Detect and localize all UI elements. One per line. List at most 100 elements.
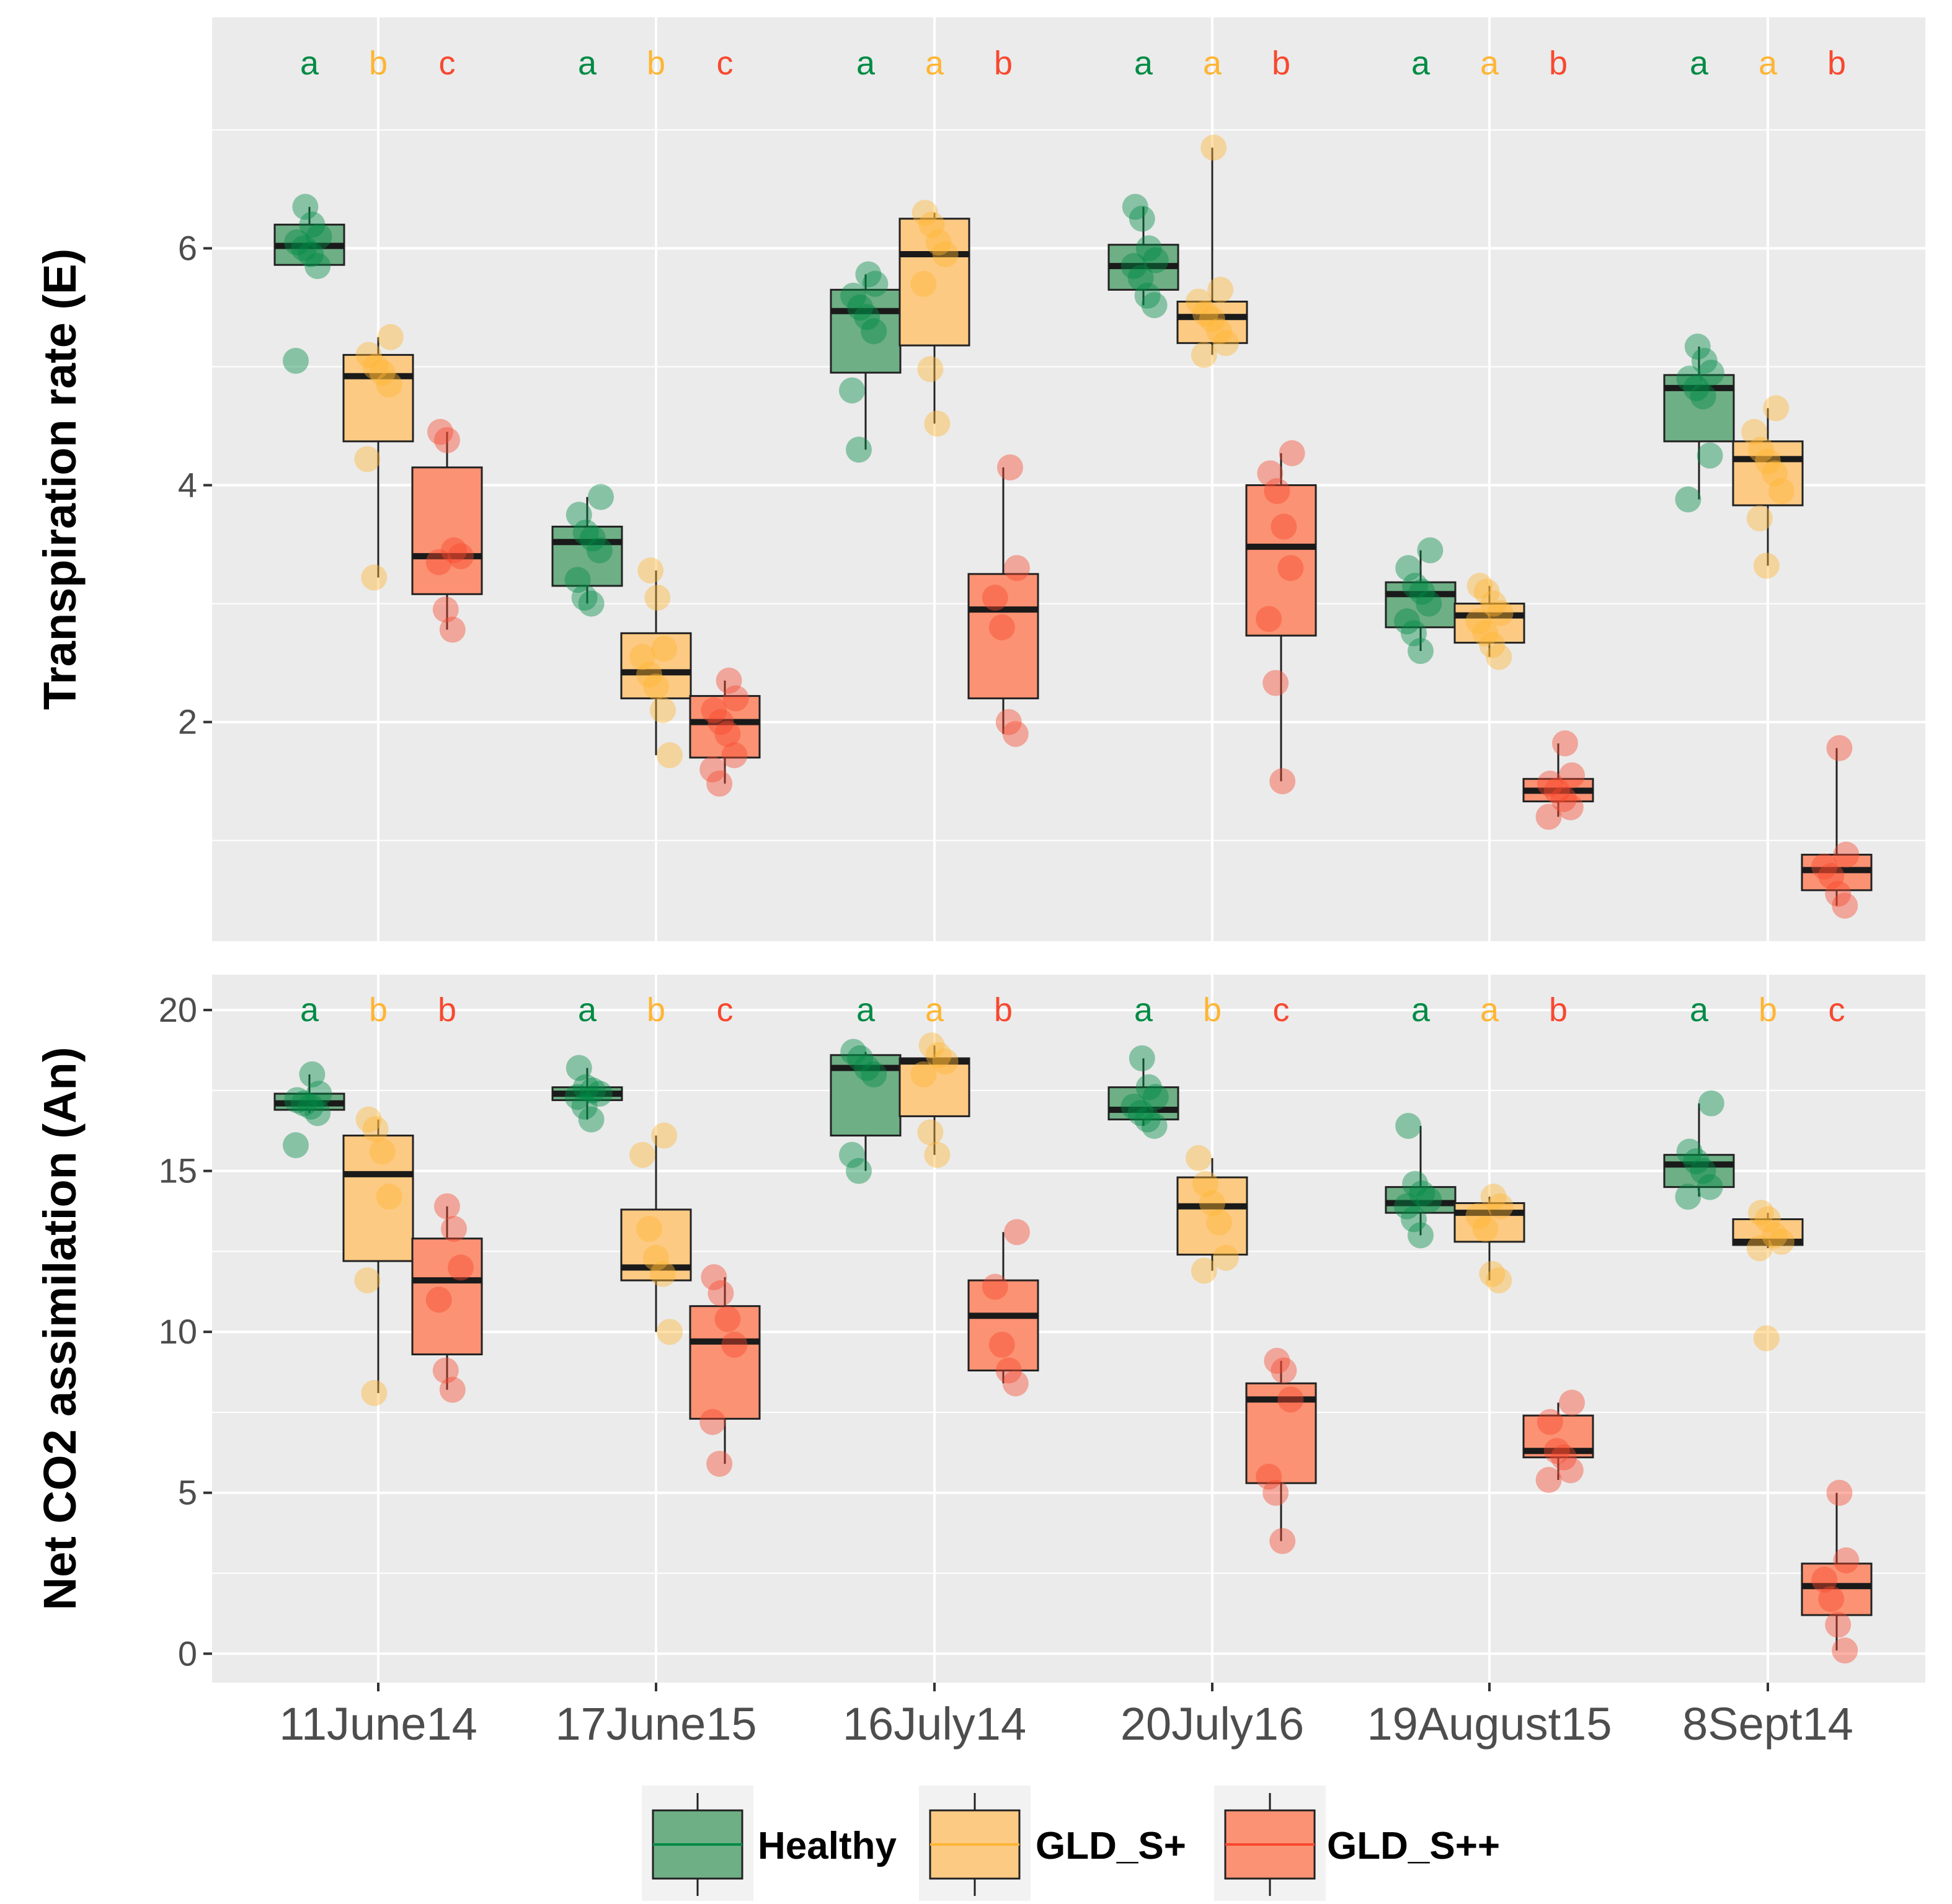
data-point: [1825, 880, 1852, 907]
data-point: [1416, 590, 1442, 617]
data-point: [1762, 460, 1788, 487]
data-point: [1120, 1093, 1147, 1120]
data-point: [1535, 804, 1562, 830]
data-point: [1690, 383, 1716, 410]
data-point: [651, 635, 678, 662]
significance-letter: c: [439, 45, 456, 82]
x-tick-label: 19August15: [1367, 1698, 1612, 1750]
y-tick-label: 6: [178, 229, 197, 268]
data-point: [1213, 330, 1239, 356]
data-point: [1277, 1386, 1304, 1413]
data-point: [284, 1087, 311, 1114]
data-point: [1753, 552, 1780, 579]
x-tick-label: 11June14: [279, 1698, 477, 1750]
significance-letter: b: [1272, 45, 1290, 82]
data-point: [988, 1331, 1015, 1358]
data-point: [1557, 794, 1584, 821]
significance-letter: a: [925, 45, 944, 82]
box-GLD_S++-19August15: [1522, 730, 1594, 830]
box-GLD_S++-8Sept14: [1801, 735, 1873, 919]
significance-letter: a: [1134, 45, 1153, 82]
data-point: [1552, 730, 1578, 756]
data-point: [1826, 735, 1853, 761]
data-point: [355, 342, 382, 368]
data-point: [918, 1032, 945, 1059]
data-point: [1134, 1106, 1161, 1133]
box-GLD_S++-16July14: [967, 1219, 1039, 1397]
data-point: [1127, 265, 1154, 291]
significance-letter: c: [717, 991, 734, 1029]
box-GLD_S+-8Sept14: [1732, 395, 1804, 579]
data-point: [298, 1093, 324, 1120]
data-point: [840, 282, 867, 309]
data-point: [586, 1081, 613, 1107]
data-point: [571, 1093, 598, 1120]
data-point: [448, 543, 474, 570]
data-point: [1748, 1200, 1774, 1226]
significance-letter: a: [925, 991, 944, 1029]
data-point: [854, 304, 881, 330]
data-point: [995, 1357, 1022, 1384]
data-point: [910, 1061, 937, 1087]
data-point: [997, 454, 1023, 480]
data-point: [1213, 1244, 1239, 1271]
data-point: [1486, 644, 1512, 670]
box-GLD_S++-20July16: [1245, 440, 1317, 795]
data-point: [722, 685, 749, 712]
data-point: [701, 697, 727, 724]
data-point: [708, 1280, 734, 1306]
data-point: [1755, 1206, 1781, 1233]
data-point: [1120, 253, 1147, 280]
data-point: [571, 585, 598, 611]
data-point: [1818, 862, 1845, 889]
box-GLD_S+-20July16: [1176, 1145, 1248, 1284]
data-point: [566, 1055, 592, 1081]
data-point: [1122, 193, 1148, 220]
data-point: [1535, 1466, 1562, 1493]
x-tick-label: 16July14: [843, 1698, 1026, 1750]
data-point: [701, 1264, 727, 1290]
data-point: [354, 446, 381, 472]
data-point: [650, 697, 676, 724]
data-point: [434, 427, 460, 453]
data-point: [1833, 841, 1860, 868]
data-point: [291, 1090, 317, 1117]
box-Healthy-16July14: [830, 261, 902, 463]
significance-letter: c: [717, 45, 734, 82]
box-Healthy-16July14: [830, 1038, 902, 1184]
data-point: [299, 211, 326, 238]
legend-item-healthy: Healthy: [642, 1786, 897, 1903]
x-tick-label: 20July16: [1120, 1698, 1304, 1750]
data-point: [1543, 777, 1570, 804]
data-point: [1264, 478, 1290, 505]
data-point: [1762, 1222, 1788, 1249]
data-point: [361, 1379, 388, 1406]
data-point: [1134, 282, 1161, 309]
data-point: [1697, 442, 1723, 469]
box-body: [1385, 581, 1457, 629]
data-point: [932, 1048, 959, 1075]
x-tick-label: 8Sept14: [1682, 1698, 1853, 1750]
box-body: [342, 1135, 414, 1262]
data-point: [1401, 620, 1427, 647]
data-point: [1537, 1409, 1563, 1435]
panel-background: [212, 975, 1925, 1683]
y-tick-label: 0: [178, 1634, 197, 1673]
data-point: [1409, 1180, 1435, 1207]
data-point: [699, 1409, 726, 1435]
data-point: [861, 318, 887, 345]
data-point: [1277, 555, 1304, 582]
data-point: [1416, 1187, 1442, 1213]
data-point: [369, 1138, 396, 1165]
data-point: [1129, 1045, 1155, 1071]
data-point: [1395, 555, 1422, 582]
data-point: [924, 410, 951, 437]
data-point: [706, 1451, 733, 1477]
y-tick-label: 15: [159, 1151, 197, 1190]
data-point: [716, 667, 742, 694]
box-body: [342, 353, 414, 443]
data-point: [1683, 1148, 1710, 1175]
data-point: [643, 1244, 669, 1271]
data-point: [1472, 620, 1499, 647]
